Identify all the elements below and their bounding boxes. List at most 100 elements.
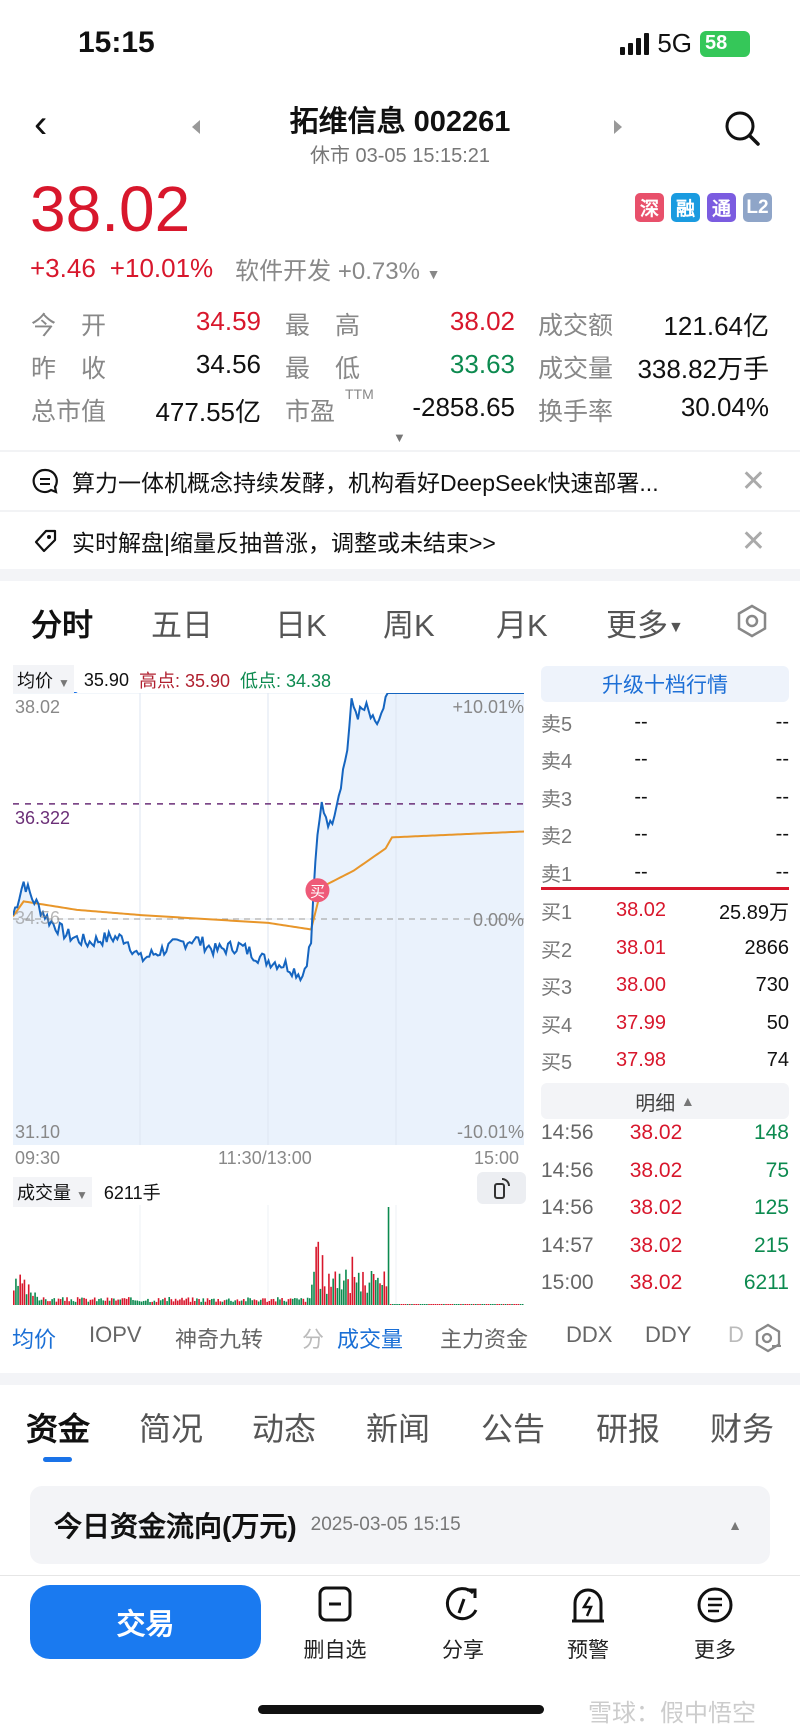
volume-bar [468,1304,471,1305]
detail-toggle[interactable]: 明细 ▲ [541,1083,789,1119]
volume-bar [147,1298,149,1305]
row-volume: 2866 [744,936,790,959]
badge-shen[interactable]: 深 [635,193,664,222]
prev-stock-icon[interactable] [192,120,200,134]
avg-selector[interactable]: 均价 ▼ [13,665,74,695]
volume-selector[interactable]: 成交量 ▼ [13,1177,92,1207]
info-tab[interactable]: 新闻 [366,1411,431,1447]
volume-chart [13,1205,524,1305]
stat-label: 最 高 [285,312,361,340]
row-price: -- [634,747,648,770]
volume-bar [477,1304,479,1305]
volume-bar [455,1304,458,1305]
volume-bar [308,1298,311,1305]
search-icon[interactable] [724,110,762,148]
rotate-fullscreen-button[interactable] [477,1172,526,1204]
upgrade-level10-button[interactable]: 升级十档行情 [541,666,789,702]
indicator-tab[interactable]: DDY [645,1322,692,1347]
volume-bar [185,1298,188,1305]
ask-row: 卖4 -- -- [541,742,789,776]
volume-bar [232,1301,234,1305]
volume-bar [268,1300,271,1305]
indicator-tab[interactable]: DDX [566,1322,613,1347]
volume-bar [159,1300,162,1305]
more-button[interactable]: 更多 [680,1585,750,1664]
stat-label: 成交量 [538,355,614,383]
news-item[interactable]: 算力一体机概念持续发酵，机构看好DeepSeek快速部署... ✕ [0,450,800,510]
volume-bar [415,1304,418,1305]
stat-label-sup: TTM [345,386,374,402]
indicator-tab[interactable]: 成交量 [337,1327,404,1352]
trade-button[interactable]: 交易 [30,1585,261,1659]
badge-tong[interactable]: 通 [707,193,736,222]
back-icon[interactable]: ‹ [34,102,48,146]
tab-monthly-k[interactable]: 月K [496,608,548,643]
badge-rong[interactable]: 融 [671,193,700,222]
info-tab[interactable]: 研报 [596,1411,661,1447]
volume-bar [502,1304,505,1305]
tag-icon [34,529,57,553]
expand-stats-icon[interactable]: ▼ [393,430,406,445]
volume-bar [355,1282,358,1305]
badge-l2[interactable]: L2 [743,193,772,222]
tab-5day[interactable]: 五日 [151,608,213,643]
indicator-settings-icon[interactable] [752,1322,784,1354]
volume-bar [51,1299,53,1305]
indicator-tab[interactable]: 神奇九转 [175,1327,264,1352]
volume-bar [132,1299,134,1305]
indicator-tab[interactable]: 均价 [12,1327,57,1352]
volume-bar [49,1301,51,1305]
volume-bar [162,1299,164,1305]
fund-flow-card[interactable]: 今日资金流向(万元) 2025-03-05 15:15 ▲ [30,1486,770,1564]
info-tab[interactable]: 财务 [710,1411,775,1447]
high-point: 高点: 35.90 [138,671,230,691]
volume-bar [223,1300,226,1305]
collapse-icon[interactable]: ▲ [728,1517,742,1533]
status-time: 15:15 [78,26,155,59]
row-volume: -- [775,822,789,845]
row-price: -- [634,860,648,883]
alert-icon [572,1588,604,1623]
tick-volume: 75 [765,1159,789,1182]
volume-bar [253,1299,256,1305]
tab-more[interactable]: 更多▼ [606,600,684,645]
volume-bar [291,1298,294,1305]
row-price: 38.00 [615,973,667,996]
next-stock-icon[interactable] [614,120,622,134]
volume-bar [30,1292,32,1305]
tab-weekly-k[interactable]: 周K [383,608,435,643]
alert-button[interactable]: 预警 [553,1585,623,1664]
dropdown-icon: ▼ [668,618,684,636]
tick-row: 14:56 38.02 125 [541,1191,789,1225]
tab-intraday[interactable]: 分时 [31,608,93,643]
indicator-tab[interactable]: 主力资金 [440,1327,529,1352]
pct-label-zero: 0.00% [472,910,524,930]
info-tab[interactable]: 动态 [252,1411,317,1447]
analysis-item[interactable]: 实时解盘|缩量反抽普涨，调整或未结束>> ✕ [0,510,800,570]
close-icon[interactable]: ✕ [740,524,766,558]
tab-daily-k[interactable]: 日K [275,608,327,643]
remove-watchlist-button[interactable]: 删自选 [300,1585,370,1664]
intraday-chart[interactable]: 买 [13,693,524,1145]
indicator-tab[interactable]: IOPV [89,1322,142,1347]
indicator-tab[interactable]: 分 [302,1327,325,1352]
volume-bar [198,1299,200,1305]
indicator-tab[interactable]: D [728,1322,744,1347]
info-tab[interactable]: 资金 [26,1411,91,1447]
volume-bar [515,1304,518,1305]
volume-bar [398,1304,400,1305]
close-icon[interactable]: ✕ [740,464,766,498]
volume-bar [166,1301,168,1305]
volume-bar [208,1299,211,1305]
volume-bar [262,1298,264,1305]
volume-bar [215,1301,217,1305]
volume-bar [17,1285,19,1305]
x-label-open: 09:30 [15,1148,61,1168]
sector-link[interactable]: 软件开发 +0.73% ▼ [235,251,440,286]
home-indicator [258,1705,544,1714]
info-tab[interactable]: 公告 [481,1411,546,1447]
share-button[interactable]: 分享 [428,1585,498,1664]
settings-icon[interactable] [737,604,767,638]
info-tab[interactable]: 简况 [139,1411,204,1447]
row-volume: -- [775,785,789,808]
